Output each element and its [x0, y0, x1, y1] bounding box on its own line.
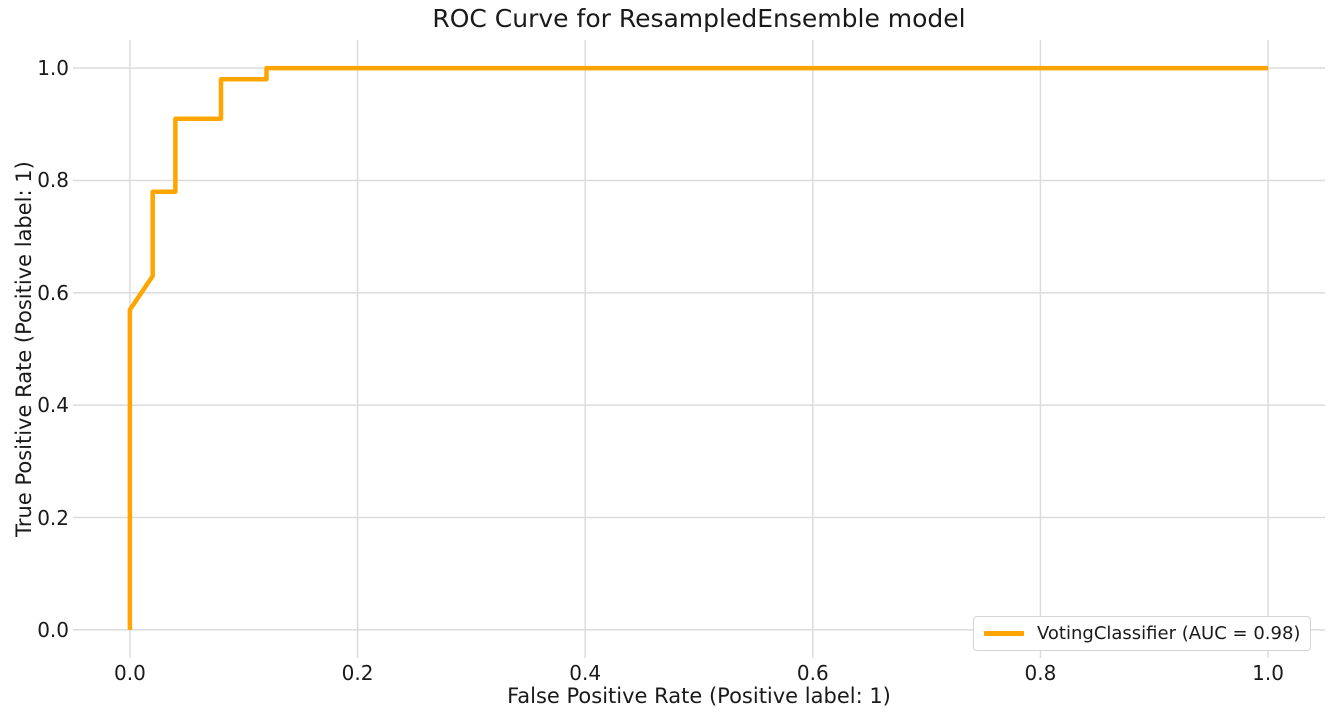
- plot-area: [73, 40, 1325, 658]
- chart-title: ROC Curve for ResampledEnsemble model: [432, 4, 966, 33]
- y-tick-label: 0.8: [37, 168, 69, 193]
- x-tick-label: 0.0: [114, 661, 146, 685]
- y-tick-label: 0.0: [37, 617, 69, 642]
- roc-curve-line: [127, 65, 1269, 630]
- x-tick-label: 1.0: [1252, 661, 1284, 685]
- x-tick-label: 0.2: [341, 661, 374, 685]
- y-axis-label: True Positive Rate (Positive label: 1): [12, 161, 36, 537]
- x-tick-label: 0.6: [796, 661, 829, 685]
- x-tick-label: 0.4: [569, 661, 602, 685]
- legend-label: VotingClassifier (AUC = 0.98): [1037, 623, 1301, 644]
- x-axis-label: False Positive Rate (Positive label: 1): [507, 684, 891, 708]
- legend-line-swatch: [984, 631, 1024, 636]
- y-tick-label: 0.4: [37, 393, 69, 418]
- x-tick-label: 0.8: [1024, 661, 1057, 685]
- y-tick-label: 0.6: [37, 280, 69, 305]
- roc-chart-svg: [73, 40, 1325, 658]
- y-tick-label: 1.0: [37, 56, 69, 81]
- y-tick-label: 0.2: [37, 505, 69, 530]
- legend: VotingClassifier (AUC = 0.98): [973, 616, 1312, 651]
